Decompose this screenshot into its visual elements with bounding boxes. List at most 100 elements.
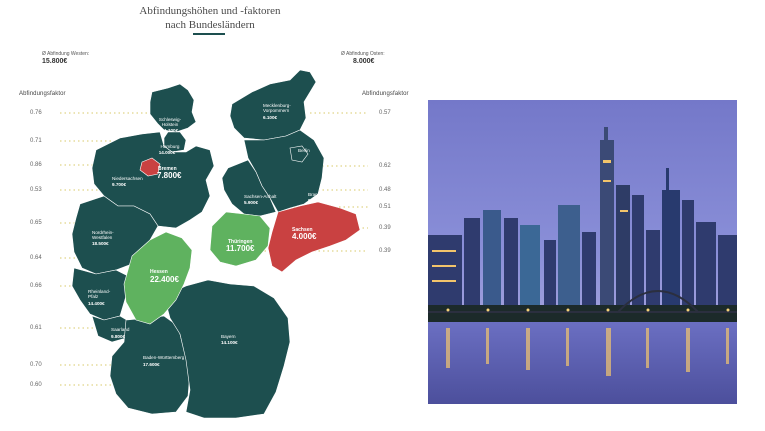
- label-schleswig-holstein-2: Holstein: [162, 122, 179, 127]
- light: [486, 308, 490, 312]
- factor-left: 0.86: [30, 162, 42, 168]
- factor-left: 0.76: [30, 110, 42, 116]
- buildings: [428, 127, 737, 316]
- building: [632, 195, 644, 315]
- label-rheinland-pfalz-1: Rheinland-: [88, 289, 111, 294]
- west-average: Ø Abfindung Westen: 15.800€: [42, 51, 89, 66]
- factor-right: 0.39: [379, 248, 391, 254]
- label-bremen: Bremen: [158, 166, 177, 172]
- factor-right: 0.48: [379, 187, 391, 193]
- building: [646, 230, 660, 316]
- label-mecklenburg-vorpommern-1: Mecklenburg-: [263, 103, 291, 108]
- state-sachsen-anhalt: [221, 159, 277, 217]
- value-bremen: 7.800€: [157, 171, 182, 180]
- map-title: Abfindungshöhen und -faktoren nach Bunde…: [110, 4, 310, 32]
- factor-left: 0.61: [30, 325, 42, 331]
- title-line-1: Abfindungshöhen und -faktoren: [139, 5, 281, 17]
- building: [520, 225, 540, 315]
- building: [718, 235, 737, 315]
- state-mecklenburg-vorpommern: [229, 69, 317, 141]
- faktor-heading-left: Abfindungsfaktor: [19, 91, 66, 97]
- building: [582, 232, 596, 316]
- state-baden-wuerttemberg: [109, 315, 191, 415]
- embankment: [428, 305, 737, 323]
- factor-left: 0.64: [30, 255, 42, 261]
- value-thueringen: 11.700€: [226, 244, 255, 253]
- value-saarland: 9.800€: [111, 334, 125, 339]
- germany-map: Schleswig- Holstein 11.100€ Hamburg 14.0…: [60, 69, 368, 419]
- building: [483, 210, 501, 316]
- label-hamburg: Hamburg: [161, 144, 180, 149]
- building-spire: [604, 127, 608, 142]
- light: [726, 308, 730, 312]
- reflection: [446, 328, 450, 368]
- value-sachsen: 4.000€: [292, 232, 317, 241]
- reflection: [526, 328, 530, 370]
- factor-left: 0.71: [30, 138, 42, 144]
- reflection: [726, 328, 729, 364]
- label-schleswig-holstein-1: Schleswig-: [159, 117, 182, 122]
- labels-east: Mecklenburg- Vorpommern 6.100€ Berlin Br…: [226, 103, 335, 253]
- state-hamburg: [163, 131, 187, 153]
- building-tower: [600, 140, 614, 316]
- west-average-value: 15.800€: [42, 58, 68, 65]
- building: [682, 200, 694, 316]
- light: [566, 308, 570, 312]
- state-schleswig-holstein: [149, 83, 197, 133]
- west-germany: [71, 83, 291, 419]
- building: [696, 222, 716, 316]
- value-bayern: 14.100€: [221, 340, 238, 345]
- building: [428, 235, 462, 315]
- value-baden-wuerttemberg: 17.600€: [143, 362, 160, 367]
- label-niedersachsen: Niedersachsen: [112, 176, 143, 181]
- bridge-lights: [446, 308, 730, 312]
- label-hessen: Hessen: [150, 269, 168, 275]
- factor-left: 0.70: [30, 362, 42, 368]
- state-hessen: [123, 231, 193, 325]
- value-rheinland-pfalz: 14.400€: [88, 301, 105, 306]
- factor-right: 0.62: [379, 163, 391, 169]
- value-hamburg: 14.000€: [159, 150, 176, 155]
- east-average-value: 8.000€: [353, 58, 375, 65]
- building: [616, 185, 630, 315]
- skyline-illustration: [428, 100, 737, 404]
- label-berlin: Berlin: [298, 148, 310, 153]
- label-rheinland-pfalz-2: Pfalz: [88, 294, 99, 299]
- label-sachsen-anhalt: Sachsen-Anhalt: [244, 194, 277, 199]
- light: [526, 308, 530, 312]
- labels-west: Schleswig- Holstein 11.100€ Hamburg 14.0…: [88, 117, 238, 367]
- value-sachsen-anhalt: 5.900€: [244, 200, 258, 205]
- state-bayern: [163, 279, 291, 419]
- building: [464, 218, 480, 316]
- skyline-photo: [428, 100, 737, 404]
- value-brandenburg: 9.600€: [308, 198, 322, 203]
- west-average-label: Ø Abfindung Westen:: [42, 51, 90, 57]
- state-sachsen: [267, 201, 361, 273]
- factor-left: 0.60: [30, 382, 42, 388]
- factor-right: 0.57: [379, 110, 391, 116]
- reflection: [646, 328, 649, 368]
- label-mecklenburg-vorpommern-2: Vorpommern: [263, 108, 290, 113]
- factor-left: 0.66: [30, 283, 42, 289]
- building: [662, 190, 680, 316]
- river: [428, 322, 737, 404]
- window-light: [603, 180, 611, 182]
- bridge: [428, 290, 737, 313]
- antenna: [666, 168, 669, 192]
- state-bremen: [139, 157, 161, 177]
- window-light: [620, 210, 628, 212]
- state-rheinland-pfalz: [71, 267, 129, 321]
- east-average-label: Ø Abfindung Osten:: [341, 51, 385, 57]
- label-brandenburg: Brandenburg: [308, 192, 335, 197]
- east-average: Ø Abfindung Osten: 8.000€: [341, 51, 385, 66]
- label-bayern: Bayern: [221, 334, 236, 339]
- reflection: [566, 328, 569, 366]
- state-thueringen: [209, 211, 271, 267]
- light: [646, 308, 650, 312]
- reflection: [486, 328, 489, 364]
- label-nordrhein-westfalen-1: Nordrhein-: [92, 230, 114, 235]
- building: [504, 218, 518, 316]
- label-thueringen: Thüringen: [228, 239, 252, 245]
- value-niedersachsen: 9.700€: [112, 182, 126, 187]
- factor-left: 0.53: [30, 187, 42, 193]
